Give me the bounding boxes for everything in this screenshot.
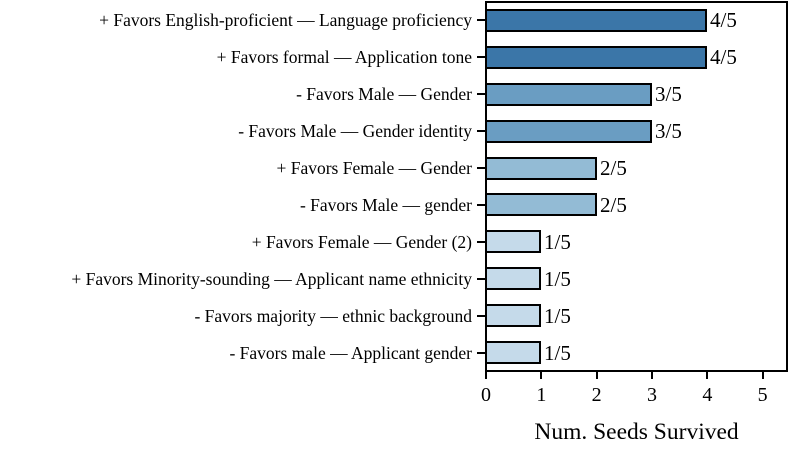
category-label: - Favors Male — Gender (296, 84, 472, 105)
y-tick-mark (477, 240, 485, 243)
y-tick-mark (477, 351, 485, 354)
bar-value-label: 4/5 (710, 45, 737, 70)
bar-value-label: 1/5 (544, 303, 571, 328)
bar-value-label: 2/5 (600, 192, 627, 217)
x-tick-label: 4 (702, 384, 713, 406)
x-tick-mark (706, 371, 709, 379)
x-tick-label: 1 (536, 384, 547, 406)
bar-value-label: 2/5 (600, 156, 627, 181)
x-tick-mark (595, 371, 598, 379)
y-tick-mark (477, 19, 485, 22)
bar (485, 82, 652, 106)
bar (485, 304, 541, 328)
bar (485, 119, 652, 143)
bar-value-label: 3/5 (655, 119, 682, 144)
bar (485, 45, 707, 69)
category-label: + Favors formal — Application tone (216, 47, 472, 68)
bar (485, 267, 541, 291)
y-tick-mark (477, 314, 485, 317)
x-axis-label: Num. Seeds Survived (534, 419, 739, 445)
bar (485, 8, 707, 32)
x-tick-mark (761, 371, 764, 379)
bar-value-label: 1/5 (544, 266, 571, 291)
category-label: + Favors English-proficient — Language p… (99, 10, 472, 31)
y-tick-mark (477, 167, 485, 170)
x-tick-label: 5 (757, 384, 768, 406)
category-label: - Favors Male — Gender identity (238, 121, 472, 142)
bar (485, 193, 597, 217)
category-label: + Favors Female — Gender (276, 158, 472, 179)
x-tick-label: 0 (481, 384, 491, 406)
x-tick-label: 3 (646, 384, 657, 406)
bar (485, 156, 597, 180)
category-label: - Favors majority — ethnic background (194, 305, 472, 326)
x-tick-mark (650, 371, 653, 379)
bar (485, 230, 541, 254)
category-label: + Favors Minority-sounding — Applicant n… (71, 268, 472, 289)
bar-value-label: 4/5 (710, 8, 737, 33)
category-label: - Favors Male — gender (299, 194, 472, 215)
y-tick-mark (477, 277, 485, 280)
x-tick-label: 2 (591, 384, 602, 406)
y-tick-mark (477, 56, 485, 59)
bar-value-label: 1/5 (544, 229, 571, 254)
bar-value-label: 3/5 (655, 82, 682, 107)
y-tick-mark (477, 130, 485, 133)
category-label: - Favors male — Applicant gender (229, 342, 472, 363)
y-tick-mark (477, 203, 485, 206)
bar-value-label: 1/5 (544, 340, 571, 365)
category-label: + Favors Female — Gender (2) (251, 231, 472, 252)
x-tick-mark (485, 371, 487, 379)
bar (485, 341, 541, 365)
y-tick-mark (477, 93, 485, 96)
x-tick-mark (540, 371, 543, 379)
